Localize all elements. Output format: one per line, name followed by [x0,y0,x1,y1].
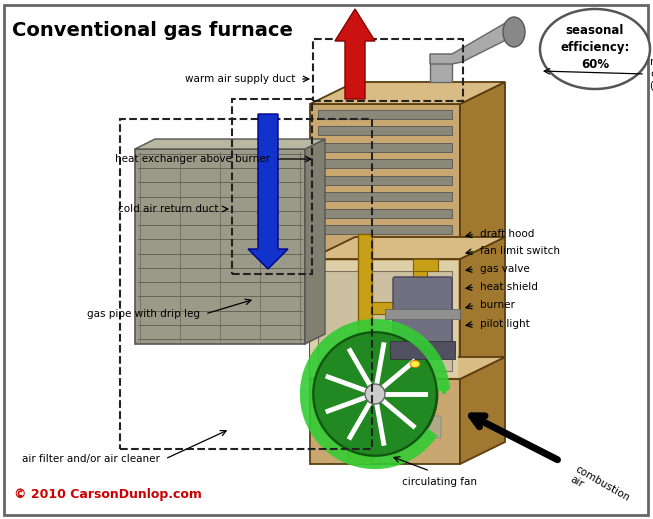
Bar [135,149,305,344]
Bar [318,176,452,185]
Text: heat exchanger above burner: heat exchanger above burner [115,154,270,164]
Bar [318,143,452,152]
Bar [318,127,452,135]
Text: burner: burner [480,300,515,310]
Bar [358,234,372,464]
Bar [313,39,463,101]
Polygon shape [430,22,517,64]
Text: circulating fan: circulating fan [402,477,477,487]
Text: cold air return duct: cold air return duct [118,204,218,214]
Polygon shape [335,9,375,99]
Bar [372,302,427,314]
Bar [318,209,452,217]
Text: seasonal
efficiency:
60%: seasonal efficiency: 60% [560,23,629,71]
Ellipse shape [503,17,525,47]
Text: © 2010 CarsonDunlop.com: © 2010 CarsonDunlop.com [14,488,202,501]
Text: combustion
air: combustion air [568,464,631,513]
Text: metal vent
connector
(to chimney): metal vent connector (to chimney) [650,58,653,91]
Polygon shape [460,357,505,464]
Text: fan limit switch: fan limit switch [480,246,560,256]
Bar [318,159,452,168]
Text: air filter and/or air cleaner: air filter and/or air cleaner [22,454,160,464]
Text: gas pipe with drip leg: gas pipe with drip leg [87,309,200,319]
Bar [318,110,452,119]
FancyBboxPatch shape [379,416,441,438]
Bar [318,192,452,201]
Ellipse shape [365,384,385,404]
Bar [310,261,458,377]
Text: draft hood: draft hood [480,229,534,239]
Ellipse shape [410,361,420,367]
Bar [120,119,372,449]
Text: warm air supply duct: warm air supply duct [185,74,295,84]
Text: heat shield: heat shield [480,282,538,292]
Bar [318,271,452,371]
Bar [232,99,312,274]
Text: pilot light: pilot light [480,319,530,329]
Polygon shape [460,82,505,259]
Bar [385,309,460,319]
Bar [413,264,427,319]
Bar [348,450,372,464]
Bar [310,259,460,379]
Bar [310,104,460,259]
Polygon shape [135,139,325,149]
Polygon shape [310,237,505,259]
Text: Conventional gas furnace: Conventional gas furnace [12,21,293,40]
Polygon shape [310,357,505,379]
Bar [430,54,452,82]
Polygon shape [248,114,288,269]
Polygon shape [310,82,505,104]
FancyBboxPatch shape [393,277,452,346]
Bar [318,225,452,234]
Polygon shape [305,139,325,344]
Ellipse shape [313,332,437,456]
Text: gas valve: gas valve [480,264,530,274]
Bar [310,379,460,464]
Ellipse shape [540,9,650,89]
Bar [390,341,455,359]
Bar [413,259,438,271]
Polygon shape [460,237,505,379]
